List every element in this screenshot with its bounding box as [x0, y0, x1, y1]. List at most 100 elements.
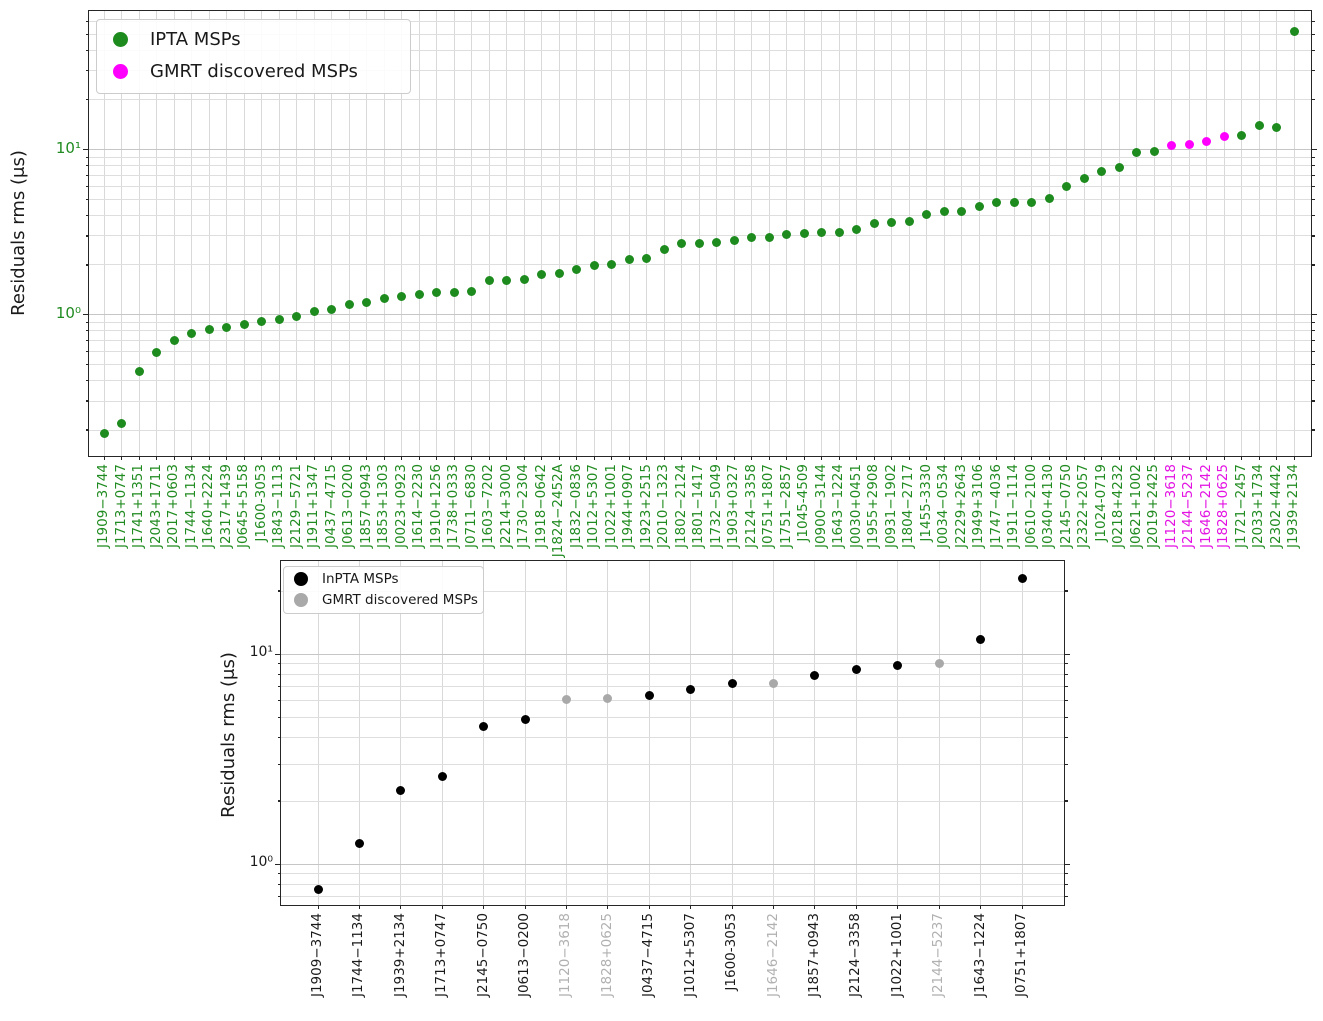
- x-tick-mark: [646, 456, 647, 460]
- pulsar-name-label: J0340+4130: [1040, 464, 1056, 549]
- pulsar-name-label: J2317+1439: [217, 464, 234, 549]
- gridline-vertical: [1118, 11, 1120, 456]
- gridline-vertical: [471, 11, 472, 456]
- pulsar-name-label: J0613−0200: [340, 464, 356, 549]
- pulsar-name-label: J1024-0719: [1092, 464, 1109, 542]
- pulsar-name-label: J2322+2057: [1075, 464, 1091, 549]
- x-tick-mark: [418, 456, 420, 460]
- msp-data-point: [642, 253, 651, 263]
- y-tick-mark-left: [85, 70, 89, 72]
- pulsar-name-label: J1923+2515: [637, 464, 654, 549]
- gridline-vertical: [401, 11, 402, 456]
- msp-data-point: [1044, 193, 1054, 203]
- msp-data-point: [274, 315, 284, 325]
- x-tick-mark: [156, 456, 157, 460]
- gridline-vertical: [1153, 11, 1155, 456]
- gridline-horizontal: [89, 339, 1311, 341]
- x-tick-mark: [593, 456, 595, 460]
- msp-data-point: [362, 297, 371, 307]
- gridline-horizontal: [89, 235, 1311, 237]
- msp-data-point: [1237, 130, 1246, 140]
- pulsar-name-label: J1640+2224: [200, 464, 216, 549]
- msp-data-point: [976, 635, 986, 645]
- pulsar-name-label: J0034−0534: [935, 464, 951, 549]
- pulsar-name-label: J1744−1134: [350, 913, 367, 998]
- x-tick-mark: [541, 456, 542, 460]
- y-tick-mark-left: [277, 737, 281, 739]
- x-tick-mark: [663, 456, 665, 460]
- pulsar-name-label: J1911−1114: [1005, 464, 1021, 549]
- y-tick-mark-left: [85, 400, 89, 402]
- y-tick-mark-left: [83, 149, 89, 151]
- y-tick-mark-right: [1311, 70, 1315, 72]
- gridline-vertical: [926, 11, 927, 456]
- x-tick-mark: [524, 905, 526, 909]
- msp-data-point: [1254, 121, 1264, 131]
- msp-data-point: [869, 218, 879, 228]
- x-tick-mark: [400, 905, 402, 909]
- pulsar-name-label: J0613−0200: [516, 913, 533, 998]
- x-tick-mark: [1206, 456, 1207, 460]
- y-tick-mark-right: [1311, 314, 1317, 316]
- msp-data-point: [799, 229, 809, 239]
- pulsar-name-label: J1455-3330: [917, 464, 934, 542]
- y-tick-mark-left: [85, 156, 89, 158]
- x-tick-mark: [648, 905, 650, 909]
- legend-item-inpta: InPTA MSPs: [284, 568, 483, 589]
- gridline-vertical: [191, 11, 192, 456]
- gridline-vertical: [908, 11, 910, 456]
- msp-data-point: [810, 671, 820, 681]
- gridline-vertical: [441, 561, 443, 905]
- gridline-horizontal: [89, 264, 1311, 266]
- msp-data-point: [589, 261, 599, 271]
- y-tick-mark-left: [85, 330, 89, 332]
- gridline-horizontal: [89, 99, 1311, 101]
- y-tick-mark-right: [1064, 884, 1068, 886]
- pulsar-name-label: J1012+5307: [681, 913, 698, 998]
- gridline-vertical: [690, 561, 692, 905]
- x-tick-mark: [488, 456, 490, 460]
- msp-data-point: [327, 305, 336, 315]
- pulsar-name-label: J1713+0747: [112, 464, 129, 549]
- x-tick-mark: [980, 905, 982, 909]
- y-tick-label: 10¹: [249, 644, 273, 661]
- y-tick-mark-right: [1311, 264, 1315, 266]
- pulsar-name-label: J1843−1113: [270, 464, 286, 549]
- y-tick-mark-right: [1064, 700, 1068, 702]
- y-tick-mark-left: [277, 674, 281, 676]
- y-tick-mark-right: [1311, 164, 1315, 167]
- x-tick-mark: [313, 456, 315, 460]
- gridline-vertical: [541, 11, 542, 456]
- msp-data-point: [1114, 162, 1124, 172]
- y-tick-mark-left: [277, 800, 281, 802]
- gridline-horizontal: [281, 863, 1064, 865]
- x-tick-mark: [873, 456, 875, 460]
- pulsar-name-label: J0030+0451: [847, 464, 864, 549]
- pulsar-name-label: J1853+1303: [375, 464, 391, 549]
- pulsar-name-label: J1646−2142: [764, 913, 781, 998]
- y-tick-mark-right: [1311, 429, 1315, 431]
- gridline-vertical: [855, 561, 857, 905]
- gridline-horizontal: [89, 49, 1311, 51]
- gridline-vertical: [226, 11, 227, 456]
- y-tick-mark-right: [1064, 763, 1068, 765]
- x-tick-mark: [453, 456, 455, 460]
- pulsar-name-label: J0711−6830: [462, 464, 479, 549]
- x-tick-mark: [897, 905, 899, 909]
- x-tick-mark: [436, 456, 437, 460]
- x-tick-mark: [733, 456, 735, 460]
- gridline-vertical: [1223, 11, 1225, 456]
- gridline-horizontal: [281, 686, 1064, 688]
- pulsar-name-label: J1828+0625: [1215, 464, 1231, 549]
- gridline-vertical: [261, 11, 262, 456]
- gridline-vertical: [208, 11, 210, 456]
- gridline-vertical: [996, 11, 997, 456]
- legend-item-ipta: IPTA MSPs: [97, 23, 410, 55]
- pulsar-name-label: J1939+2134: [391, 913, 408, 998]
- gridline-vertical: [891, 11, 892, 456]
- gridline-vertical: [524, 561, 526, 905]
- gridline-vertical: [313, 11, 315, 456]
- gridline-vertical: [138, 11, 140, 456]
- msp-data-point: [727, 678, 737, 688]
- gridline-vertical: [1293, 11, 1295, 456]
